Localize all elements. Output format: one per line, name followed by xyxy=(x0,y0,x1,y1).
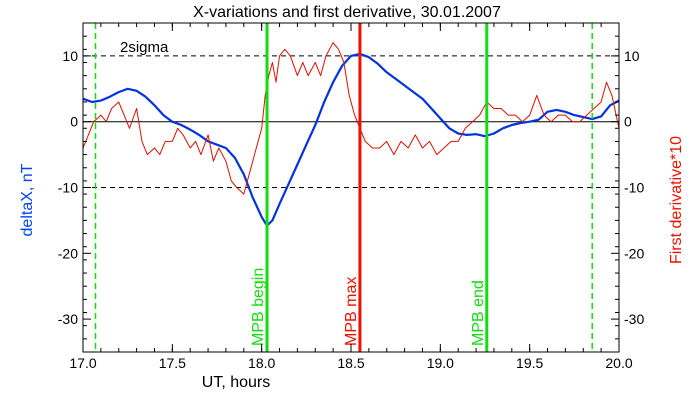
y-axis-label-right: First derivative*10 xyxy=(668,136,685,264)
x-tick-label-4: 19.0 xyxy=(427,355,454,371)
x-tick-label-5: 19.5 xyxy=(516,355,543,371)
y-tick-label-left-2: -10 xyxy=(58,180,78,196)
x-tick-label-2: 18.0 xyxy=(248,355,275,371)
series-line-derivative xyxy=(82,42,620,195)
marker-label-1: MPB max xyxy=(343,277,360,346)
x-tick-label-0: 17.0 xyxy=(69,355,96,371)
y-tick-label-left-1: 0 xyxy=(70,114,78,130)
y-tick-label-right-3: -20 xyxy=(624,245,644,261)
markers-layer: MPB begin MPB max MPB end xyxy=(94,23,593,352)
series-layer xyxy=(82,42,620,227)
y-tick-label-right-0: 10 xyxy=(624,48,640,64)
x-tick-label-6: 20.0 xyxy=(605,355,632,371)
threshold-label: 2sigma xyxy=(120,39,169,56)
y-tick-label-left-0: 10 xyxy=(62,48,78,64)
y-tick-label-right-1: 0 xyxy=(624,114,632,130)
x-tick-label-3: 18.5 xyxy=(337,355,364,371)
marker-label-0: MPB begin xyxy=(250,268,267,346)
y-tick-label-left-4: -30 xyxy=(58,311,78,327)
marker-label-2: MPB end xyxy=(470,280,487,346)
y-axis-label-left: deltaX, nT xyxy=(19,163,36,236)
x-axis-label: UT, hours xyxy=(202,374,270,391)
y-tick-label-right-2: -10 xyxy=(624,180,644,196)
y-tick-label-right-4: -30 xyxy=(624,311,644,327)
y-tick-label-left-3: -20 xyxy=(58,245,78,261)
axes-layer: 17.0 17.5 18.0 18.5 19.0 19.5 20.0 10 10 0 0 -10 -10… xyxy=(58,22,644,371)
x-tick-label-1: 17.5 xyxy=(159,355,186,371)
series-line-deltaX xyxy=(82,52,620,227)
chart-title: X-variations and first derivative, 30.01… xyxy=(193,4,501,21)
